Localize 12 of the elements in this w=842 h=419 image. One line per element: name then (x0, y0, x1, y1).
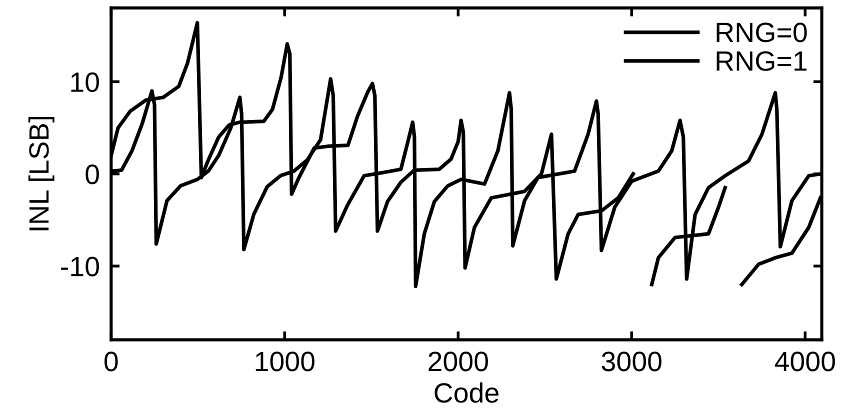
y-tick-label: -10 (61, 256, 99, 276)
y-tick-label: 0 (86, 164, 99, 184)
x-axis-title: Code (434, 382, 498, 403)
y-axis-title: INL [LSB] (28, 116, 54, 230)
x-tick-label: 4000 (774, 352, 835, 372)
x-tick-label: 0 (104, 352, 118, 372)
legend-label: RNG=0 (716, 22, 807, 42)
x-tick-label: 1000 (256, 352, 314, 372)
legend-label: RNG=1 (716, 51, 807, 71)
x-tick-label: 2000 (428, 352, 488, 372)
y-tick-label: 10 (71, 72, 99, 92)
x-tick-label: 3000 (602, 352, 662, 372)
